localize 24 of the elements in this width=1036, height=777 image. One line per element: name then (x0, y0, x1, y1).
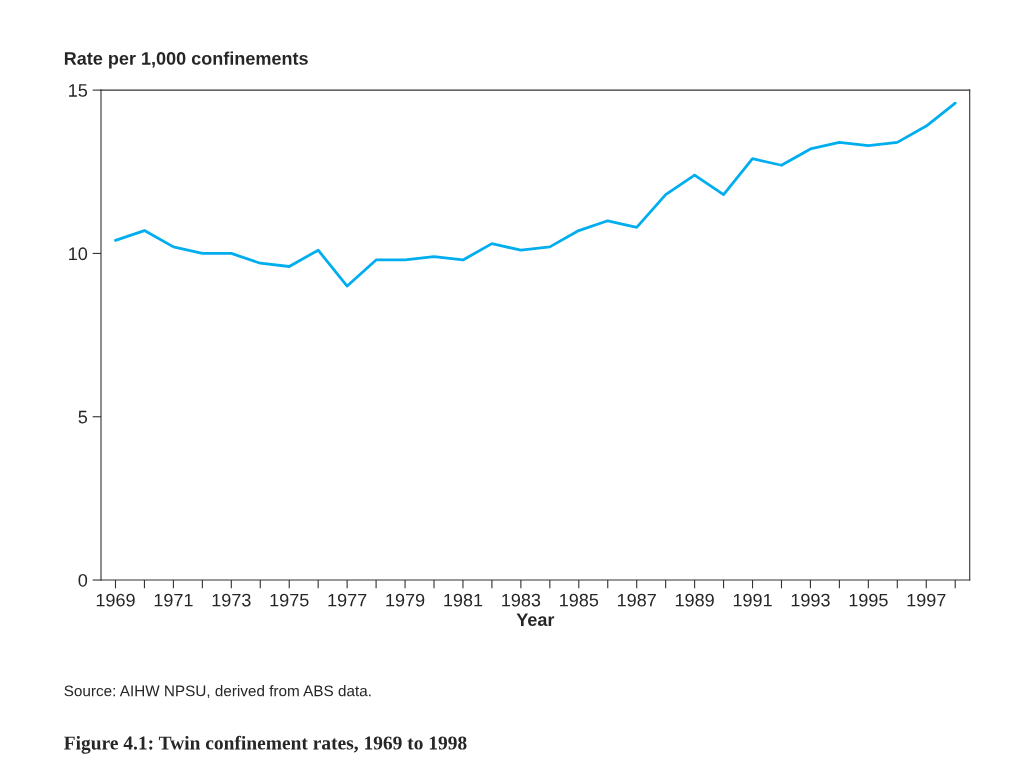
x-tick-label: 1973 (212, 593, 251, 607)
x-tick-label: 1977 (328, 593, 367, 607)
x-tick-label: 1987 (618, 593, 656, 607)
x-axis-title: Year (516, 613, 555, 627)
text: Figure 4.1: Twin confinement rates, 1969 to 1998 (64, 735, 467, 754)
y-tick-label: 5 (78, 410, 88, 424)
x-tick-label: 1971 (154, 593, 193, 607)
x-tick-label: 1983 (502, 593, 541, 607)
y-tick-label: 15 (69, 84, 88, 97)
x-tick-label: 1975 (270, 593, 309, 607)
x-tick-label: 1995 (849, 593, 888, 607)
y-tick-label: 0 (78, 573, 88, 587)
y-axis-title: Rate per 1,000 confinements (64, 51, 308, 69)
x-tick-label: 1993 (791, 593, 830, 607)
y-tick-label: 10 (69, 247, 88, 261)
x-tick-label: 1989 (675, 593, 714, 607)
x-tick-label: 1969 (96, 593, 135, 607)
x-tick-label: 1985 (560, 593, 599, 607)
source-note: Source: AIHW NPSU, derived from ABS data. (64, 685, 371, 699)
x-tick-label: 1991 (733, 593, 772, 607)
x-tick-label: 1979 (386, 593, 425, 607)
x-tick-label: 1981 (444, 593, 483, 607)
x-tick-label: 1997 (907, 593, 946, 607)
line-series (114, 101, 957, 288)
